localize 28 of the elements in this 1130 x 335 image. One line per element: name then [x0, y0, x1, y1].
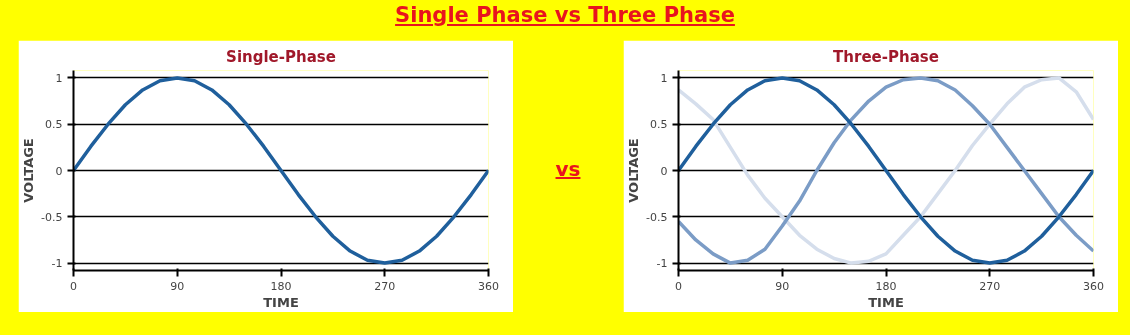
y-tick-label: 0.5 [650, 118, 668, 132]
x-tick-label: 360 [478, 279, 499, 293]
y-tick-label: -1 [656, 257, 668, 271]
y-axis-title: VOLTAGE [626, 138, 642, 203]
x-tick-label: 270 [374, 279, 396, 293]
x-tick-label: 360 [1083, 279, 1104, 293]
y-tick-label: 1 [660, 71, 668, 85]
y-tick-label: 0 [660, 164, 668, 178]
x-tick-label: 270 [979, 279, 1001, 293]
y-tick-label: -0.5 [41, 210, 63, 224]
x-axis-title: TIME [263, 294, 299, 310]
x-tick-label: 0 [675, 279, 682, 293]
chart-title: Single-Phase [226, 47, 336, 66]
y-tick-label: 1 [55, 71, 63, 85]
x-tick-label: 0 [70, 279, 77, 293]
y-tick-label: 0.5 [45, 118, 63, 132]
y-tick-label: -0.5 [646, 210, 668, 224]
x-tick-label: 90 [775, 279, 790, 293]
y-tick-label: -1 [51, 257, 63, 271]
chart-title: Three-Phase [833, 47, 939, 66]
x-tick-label: 180 [270, 279, 292, 293]
y-tick-label: 0 [55, 164, 63, 178]
x-axis-title: TIME [868, 294, 904, 310]
y-axis-title: VOLTAGE [21, 138, 37, 203]
text: vs [554, 156, 582, 183]
x-tick-label: 180 [875, 279, 897, 293]
x-tick-label: 90 [170, 279, 185, 293]
text: Single Phase vs Three Phase [394, 2, 736, 29]
